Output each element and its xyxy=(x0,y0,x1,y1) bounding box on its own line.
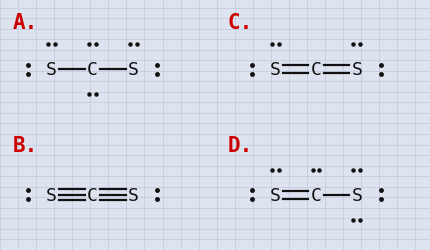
Text: S: S xyxy=(270,61,281,79)
Text: B.: B. xyxy=(13,135,38,155)
Text: C: C xyxy=(310,61,322,79)
Text: S: S xyxy=(351,61,362,79)
Text: C.: C. xyxy=(228,12,253,32)
Text: S: S xyxy=(128,61,139,79)
Text: C: C xyxy=(310,186,322,204)
Text: S: S xyxy=(351,186,362,204)
Text: C: C xyxy=(87,186,98,204)
Text: C: C xyxy=(87,61,98,79)
Text: S: S xyxy=(128,186,139,204)
Text: D.: D. xyxy=(228,135,253,155)
Text: S: S xyxy=(46,186,57,204)
Text: S: S xyxy=(46,61,57,79)
Text: A.: A. xyxy=(13,12,38,32)
Text: S: S xyxy=(270,186,281,204)
